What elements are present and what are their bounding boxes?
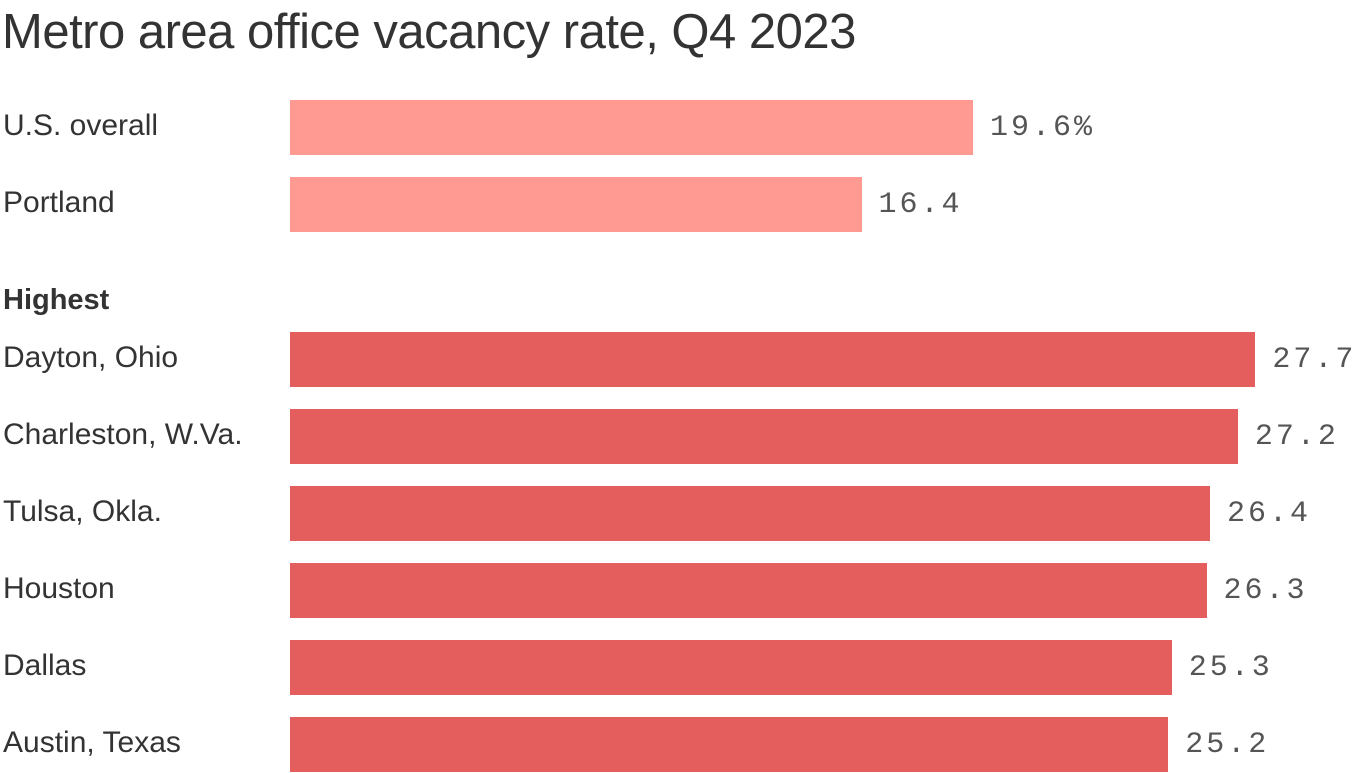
category-label: Portland — [3, 186, 115, 219]
value-label: 27.2 — [1254, 420, 1339, 454]
category-label: Charleston, W.Va. — [3, 418, 243, 451]
bar — [290, 640, 1172, 695]
bar — [290, 177, 862, 232]
bar — [290, 332, 1256, 387]
value-label: 16.4 — [878, 188, 963, 222]
bar — [290, 409, 1238, 464]
category-label: Austin, Texas — [3, 726, 181, 759]
value-label: 27.7 — [1272, 343, 1357, 377]
bar — [290, 486, 1211, 541]
value-label: 25.2 — [1185, 728, 1270, 762]
bar — [290, 100, 974, 155]
value-label: 19.6% — [990, 111, 1096, 145]
section-label: Highest — [3, 284, 110, 316]
category-label: U.S. overall — [3, 109, 159, 142]
chart-title: Metro area office vacancy rate, Q4 2023 — [2, 5, 856, 59]
value-label: 26.3 — [1223, 574, 1308, 608]
category-label: Houston — [3, 572, 115, 605]
bar — [290, 717, 1169, 772]
bar — [290, 563, 1207, 618]
value-label: 25.3 — [1188, 651, 1273, 685]
category-label: Dallas — [3, 649, 87, 682]
category-label: Tulsa, Okla. — [3, 495, 162, 528]
value-label: 26.4 — [1227, 497, 1312, 531]
category-label: Dayton, Ohio — [3, 341, 179, 374]
